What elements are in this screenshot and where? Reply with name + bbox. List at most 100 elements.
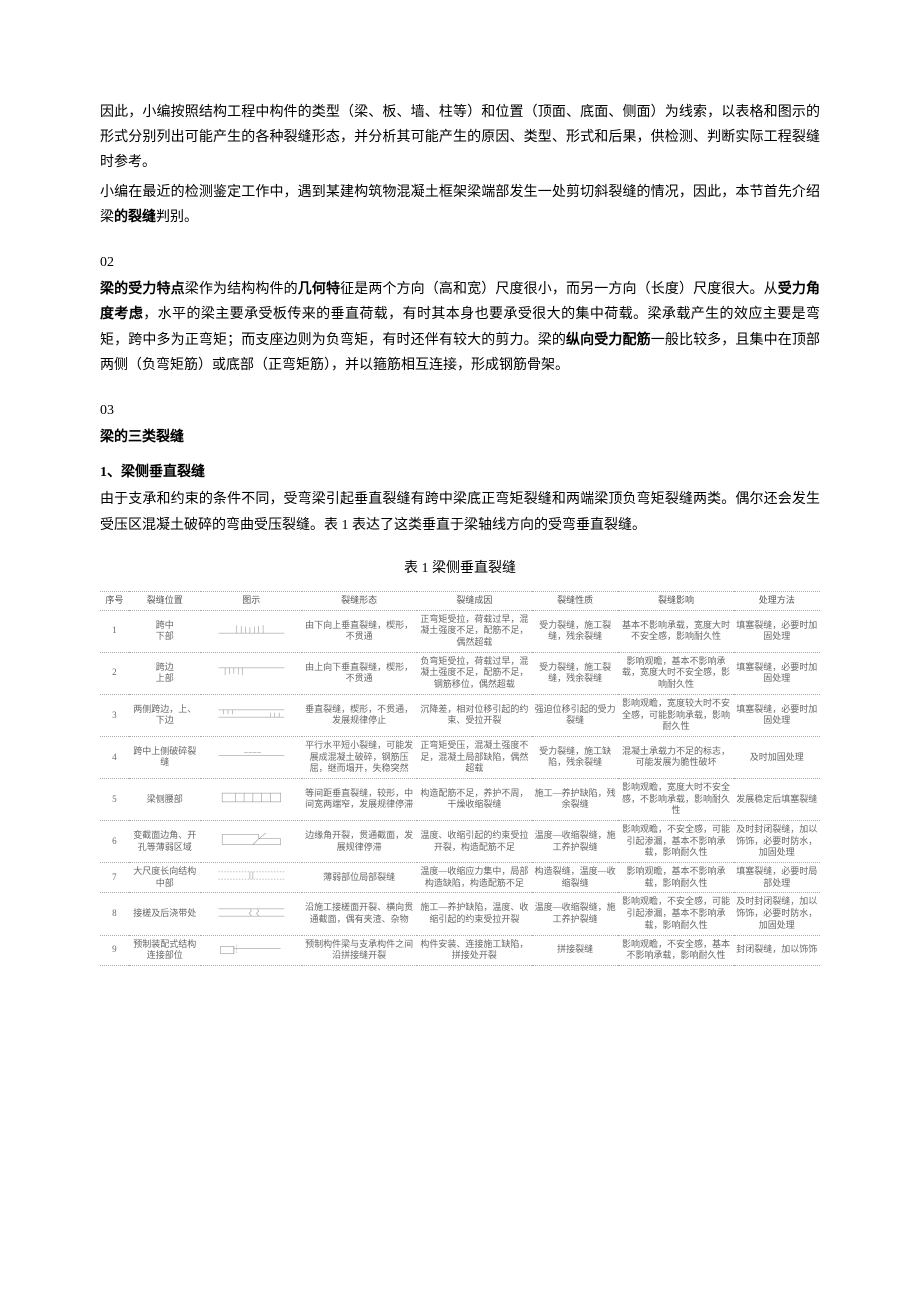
td-pos: 预制装配式结构连接部位 [129,935,201,965]
td-treat: 填塞裂缝，必要时加固处理 [734,694,820,736]
td-treat: 及时加固处理 [734,736,820,778]
td-nat: 温度—收缩裂缝，施工养护裂缝 [532,821,618,863]
s02-b2: 几何特 [298,282,340,297]
td-form: 薄弱部位局部裂缝 [302,863,417,893]
td-idx: 6 [100,821,129,863]
td-pos: 接槎及后浇带处 [129,893,201,935]
td-nat: 温度—收缩裂缝，施工养护裂缝 [532,893,618,935]
table-1: 序号 裂缝位置 图示 裂缝形态 裂缝成因 裂缝性质 裂缝影响 处理方法 1跨中 … [100,591,820,966]
table-row: 3两侧跨边，上、下边 垂直裂缝，楔形，不贯通，发展规律停止沉降差，相对位移引起的约… [100,694,820,736]
td-form: 平行水平短小裂缝，可能发展成混凝土破碎，钢筋压屈，继而塌开，失稳突然 [302,736,417,778]
td-form: 预制构件梁与支承构件之间沿拼接缝开裂 [302,935,417,965]
td-idx: 4 [100,736,129,778]
table-row: 6变截面边角、开孔等薄弱区域 边缘角开裂，贯通截面，发展规律停滞温度、收缩引起的约… [100,821,820,863]
td-form: 垂直裂缝，楔形，不贯通，发展规律停止 [302,694,417,736]
crack-diagram-icon [203,788,300,807]
td-eff: 基本不影响承载，宽度大时不安全感，影响耐久性 [618,610,733,652]
td-pos: 跨中上侧破碎裂缝 [129,736,201,778]
table-row: 5梁侧腰部 等间距垂直裂缝，较形，中间宽两端窄，发展规律停滞构造配筋不足，养护不周… [100,778,820,820]
table-row: 8接槎及后浇带处 沿施工接槎面开裂、横向贯通截面，偶有夹渣、杂物施工—养护缺陷，温… [100,893,820,935]
intro-p2-tail: 判别。 [156,210,198,225]
td-cause: 温度、收缩引起的约束受拉开裂，构造配筋不足 [417,821,532,863]
section-02-num: 02 [100,250,820,275]
th-pos: 裂缝位置 [129,592,201,611]
td-nat: 构造裂缝，温度—收缩裂缝 [532,863,618,893]
section-03-num: 03 [100,398,820,423]
crack-diagram-icon [203,903,300,922]
td-treat: 及时封闭裂缝，加以饰饰，必要时防水，加固处理 [734,893,820,935]
td-pos: 跨边 上部 [129,652,201,694]
td-form: 等间距垂直裂缝，较形，中间宽两端窄，发展规律停滞 [302,778,417,820]
td-form: 由上向下垂直裂缝，楔形，不贯通 [302,652,417,694]
td-idx: 3 [100,694,129,736]
th-eff: 裂缝影响 [618,592,733,611]
td-idx: 9 [100,935,129,965]
td-treat: 及时封闭裂缝，加以饰饰，必要时防水，加固处理 [734,821,820,863]
td-eff: 影响观瞻，基本不影响承载，宽度大时不安全感，影响耐久性 [618,652,733,694]
td-diag [201,863,302,893]
td-treat: 发展稳定后填塞裂缝 [734,778,820,820]
td-cause: 正弯矩受压，混凝土强度不足，混凝土局部缺陷，偶然超载 [417,736,532,778]
intro-p1: 因此，小编按照结构工程中构件的类型（梁、板、墙、柱等）和位置（顶面、底面、侧面）… [100,100,820,176]
td-cause: 负弯矩受拉，荷载过早，混凝土强度不足，配筋不足，钢筋移位，偶然超载 [417,652,532,694]
td-idx: 2 [100,652,129,694]
intro-p2-lead: 小编在最近的检测鉴定工作中，遇到某建构筑物混凝土框架梁端部发生一处剪切斜裂缝的情… [100,185,820,225]
td-diag [201,610,302,652]
th-form: 裂缝形态 [302,592,417,611]
crack-diagram-icon [203,662,300,681]
td-cause: 构件安装、连接施工缺陷，拼接处开裂 [417,935,532,965]
td-eff: 影响观瞻，不安全感，可能引起渗漏，基本不影响承载，影响耐久性 [618,893,733,935]
crack-diagram-icon [203,830,300,849]
td-pos: 大尺度长向结构中部 [129,863,201,893]
td-treat: 填塞裂缝，必要时加固处理 [734,610,820,652]
td-eff: 影响观瞻，宽度大时不安全感，不影响承载，影响耐久性 [618,778,733,820]
table-1-caption: 表 1 梁侧垂直裂缝 [100,556,820,581]
s02-t1: 梁作为结构构件的 [185,282,298,297]
td-cause: 沉降差，相对位移引起的约束、受拉开裂 [417,694,532,736]
s02-t2: 征是两个方向（高和宽）尺度很小，而另一方向（长度）尺度很大。从 [340,282,778,297]
td-nat: 受力裂缝，施工裂缝，残余裂缝 [532,652,618,694]
td-diag [201,652,302,694]
td-cause: 温度—收缩应力集中，局部构造缺陷，构造配筋不足 [417,863,532,893]
table-row: 1跨中 下部由下向上垂直裂缝，楔形，不贯通正弯矩受拉，荷载过早，混凝土强度不足，… [100,610,820,652]
td-idx: 8 [100,893,129,935]
th-idx: 序号 [100,592,129,611]
crack-diagram-icon [203,866,300,885]
td-eff: 影响观瞻，不安全感，可能引起渗漏，基本不影响承载，影响耐久性 [618,821,733,863]
table-row: 9预制装配式结构连接部位 预制构件梁与支承构件之间沿拼接缝开裂构件安装、连接施工缺… [100,935,820,965]
td-form: 边缘角开裂，贯通截面，发展规律停滞 [302,821,417,863]
crack-diagram-icon [203,746,300,765]
table-row: 7大尺度长向结构中部 薄弱部位局部裂缝温度—收缩应力集中，局部构造缺陷，构造配筋不… [100,863,820,893]
td-diag [201,778,302,820]
td-nat: 受力裂缝，施工缺陷，残余裂缝 [532,736,618,778]
td-nat: 受力裂缝，施工裂缝，残余裂缝 [532,610,618,652]
intro-p2: 小编在最近的检测鉴定工作中，遇到某建构筑物混凝土框架梁端部发生一处剪切斜裂缝的情… [100,180,820,230]
td-diag [201,821,302,863]
td-nat: 强迫位移引起的受力裂缝 [532,694,618,736]
td-cause: 构造配筋不足，养护不周，干燥收缩裂缝 [417,778,532,820]
td-pos: 梁侧腰部 [129,778,201,820]
td-diag [201,935,302,965]
td-eff: 混凝土承载力不足的标志，可能发展为脆性破坏 [618,736,733,778]
td-cause: 施工—养护缺陷，温度、收缩引起的约束受拉开裂 [417,893,532,935]
th-nat: 裂缝性质 [532,592,618,611]
td-idx: 7 [100,863,129,893]
subsection-1-body: 由于支承和约束的条件不同，受弯梁引起垂直裂缝有跨中梁底正弯矩裂缝和两端梁顶负弯矩… [100,487,820,537]
td-diag [201,893,302,935]
td-diag [201,694,302,736]
td-pos: 变截面边角、开孔等薄弱区域 [129,821,201,863]
td-nat: 施工—养护缺陷，残余裂缝 [532,778,618,820]
table-header-row: 序号 裂缝位置 图示 裂缝形态 裂缝成因 裂缝性质 裂缝影响 处理方法 [100,592,820,611]
td-form: 由下向上垂直裂缝，楔形，不贯通 [302,610,417,652]
crack-diagram-icon [203,620,300,639]
crack-diagram-icon [203,939,300,958]
td-treat: 填塞裂缝，必要时加固处理 [734,652,820,694]
intro-p2-bold: 的裂缝 [114,210,156,225]
section-03-title: 梁的三类裂缝 [100,425,820,450]
td-idx: 5 [100,778,129,820]
td-form: 沿施工接槎面开裂、横向贯通截面，偶有夹渣、杂物 [302,893,417,935]
th-diag: 图示 [201,592,302,611]
td-diag [201,736,302,778]
td-pos: 两侧跨边，上、下边 [129,694,201,736]
td-cause: 正弯矩受拉，荷载过早，混凝土强度不足，配筋不足，偶然超载 [417,610,532,652]
